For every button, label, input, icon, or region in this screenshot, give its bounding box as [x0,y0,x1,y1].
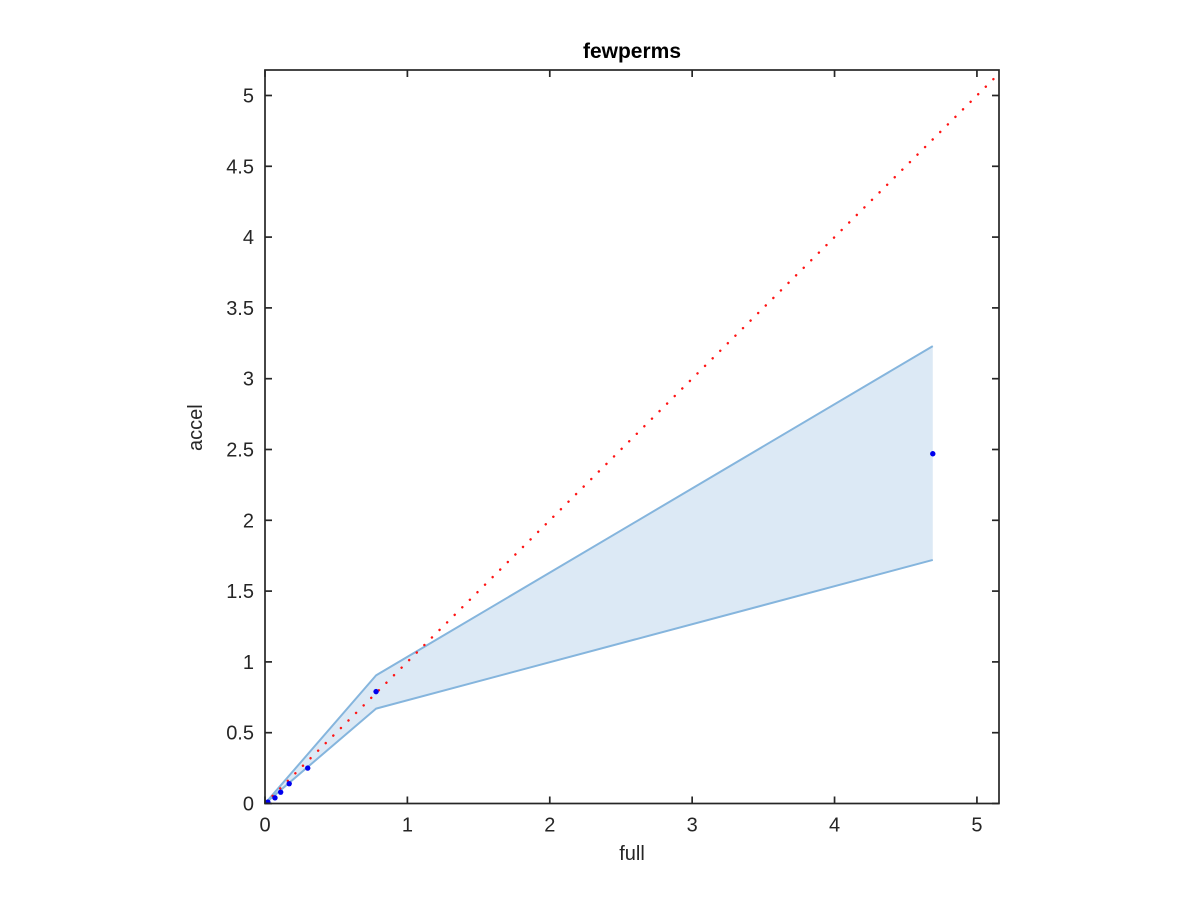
confidence-band-fill [265,346,933,804]
data-point [305,765,311,771]
y-tick-label: 0 [243,794,254,816]
data-point [373,688,379,695]
x-tick-label: 3 [687,815,698,837]
x-tick-label: 1 [402,815,413,837]
y-tick-label: 4.5 [226,156,254,178]
x-axis-label: full [619,843,645,865]
data-point [286,780,292,787]
confidence-band-lower-edge [265,558,934,804]
x-tick-label: 5 [971,815,982,837]
confidence-band-upper-edge [265,345,934,804]
data-point [277,789,284,795]
y-tick-label: 2.5 [226,439,254,461]
y-tick-label: 0.5 [226,723,254,745]
data-point [272,795,278,801]
y-tick-label: 1 [243,652,254,674]
y-tick-label: 4 [243,227,254,249]
y-tick-label: 5 [243,85,254,107]
y-tick-label: 2 [243,510,254,532]
chart-title: fewperms [582,40,682,63]
y-tick-label: 3.5 [226,298,254,320]
y-tick-label: 3 [243,369,254,391]
y-tick-label: 1.5 [226,581,254,603]
y-axis-label: accel [185,404,207,451]
x-tick-label: 2 [544,815,555,837]
plot-box [264,69,1000,805]
data-point [265,799,271,804]
x-tick-label: 4 [829,815,840,837]
x-tick-label: 0 [259,815,270,837]
data-point [930,451,936,457]
